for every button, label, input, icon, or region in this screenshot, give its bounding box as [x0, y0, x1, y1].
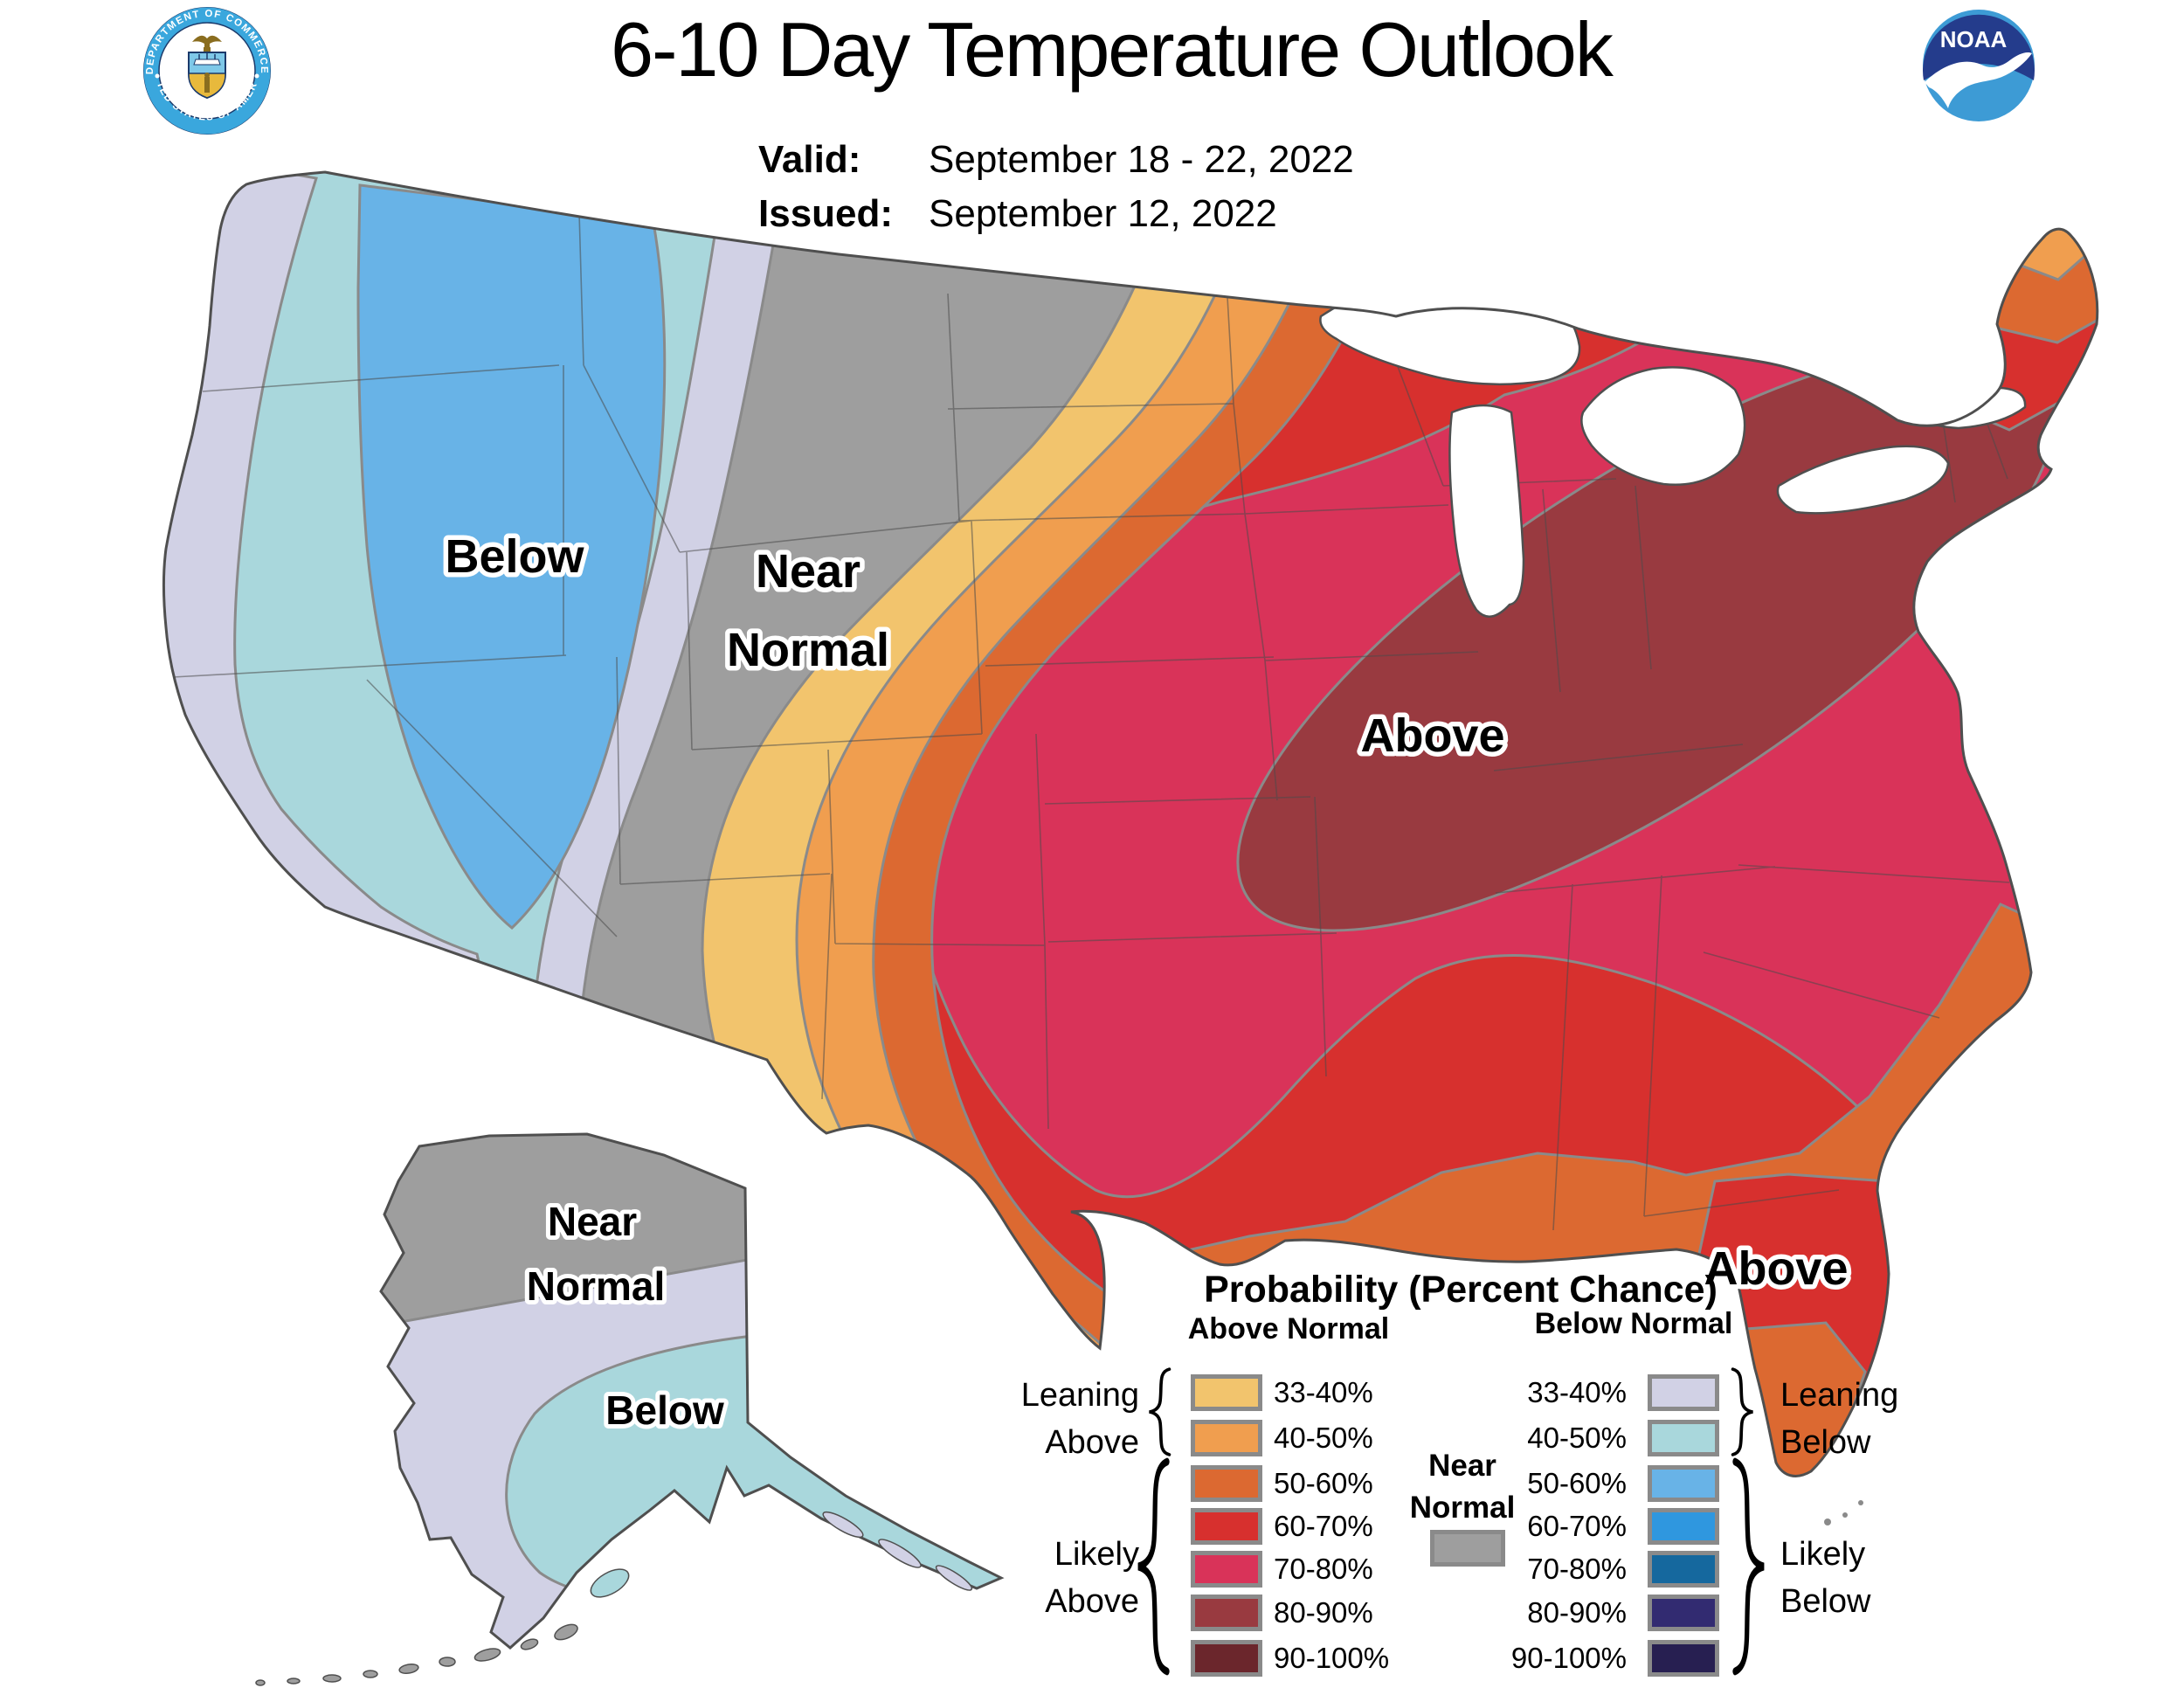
legend-label-above-50-60: 50-60% [1274, 1467, 1373, 1499]
conus-near-label-line2: Normal [727, 624, 889, 676]
page-title: 6-10 Day Temperature Outlook [611, 6, 1614, 93]
state-boundaries [172, 181, 2010, 1231]
leaning-below-line2: Below [1780, 1424, 1871, 1461]
alaska-below-label: Below [605, 1387, 724, 1433]
legend-swatch-above-40-50 [1191, 1420, 1262, 1456]
alaska-near-label-line1: Near [548, 1199, 637, 1244]
legend-near-line1: Near [1428, 1449, 1496, 1483]
leaning-above-line2: Above [1045, 1424, 1139, 1461]
seal-shield-icon [188, 52, 226, 100]
legend-label-above-90-100: 90-100% [1274, 1642, 1390, 1674]
likely-below-brace-icon [1732, 1457, 1765, 1676]
legend-near-line2: Normal [1409, 1491, 1516, 1525]
legend-label-below-33-40: 33-40% [1527, 1376, 1627, 1408]
conus-below-label: Below [445, 530, 584, 583]
noaa-logo-icon: NOAA [1923, 10, 2035, 121]
likely-above-line1: Likely [1054, 1536, 1139, 1573]
florida-above-label: Above [1704, 1242, 1848, 1295]
lake-huron [1580, 366, 1746, 486]
legend-swatch-above-33-40 [1191, 1374, 1262, 1411]
legend-swatch-below-33-40 [1648, 1374, 1719, 1411]
legend-swatch-below-50-60 [1648, 1465, 1719, 1502]
leaning-above-brace-icon [1149, 1367, 1171, 1456]
legend-label-below-70-80: 70-80% [1527, 1553, 1627, 1585]
leaning-below-brace-icon [1731, 1367, 1753, 1456]
legend-group-likely-above: Likely Above [961, 1531, 1139, 1625]
legend-above-header: Above Normal [1187, 1312, 1390, 1346]
likely-below-line1: Likely [1780, 1536, 1866, 1573]
legend-swatch-below-80-90 [1648, 1595, 1719, 1631]
legend-swatch-below-90-100 [1648, 1640, 1719, 1677]
lake-michigan [1448, 404, 1525, 618]
aleutian-islands [255, 1511, 973, 1686]
legend-swatch-above-50-60 [1191, 1465, 1262, 1502]
legend-label-above-70-80: 70-80% [1274, 1553, 1373, 1585]
likely-below-line2: Below [1780, 1583, 1871, 1620]
seal-blue-ring [143, 7, 271, 135]
legend-swatch-below-40-50 [1648, 1420, 1719, 1456]
valid-value: September 18 - 22, 2022 [929, 138, 1354, 181]
legend-group-leaning-above: Leaning Above [961, 1372, 1139, 1466]
legend-swatch-above-70-80 [1191, 1551, 1262, 1588]
legend-label-below-60-70: 60-70% [1527, 1510, 1627, 1542]
legend-label-below-90-100: 90-100% [1510, 1642, 1627, 1674]
legend-swatch-below-60-70 [1648, 1508, 1719, 1545]
conus-outline [162, 170, 2099, 1477]
legend-label-above-60-70: 60-70% [1274, 1510, 1373, 1542]
likely-above-line2: Above [1045, 1583, 1139, 1620]
alaska-near-label-line2: Normal [527, 1263, 665, 1309]
issued-label: Issued: [758, 192, 894, 235]
issued-value: September 12, 2022 [929, 192, 1277, 235]
commerce-seal-icon: DEPARTMENT OF COMMERCE UNITED STATES OF … [140, 3, 272, 135]
valid-issued-block: Valid: September 18 - 22, 2022 Issued: S… [758, 133, 1354, 241]
legend-label-above-40-50: 40-50% [1274, 1422, 1373, 1454]
seal-eagle-icon [192, 35, 222, 52]
legend-below-header: Below Normal [1534, 1307, 1733, 1340]
alaska-outline [379, 1132, 1005, 1650]
florida-keys [1824, 1500, 1863, 1525]
legend-label-above-33-40: 33-40% [1274, 1376, 1373, 1408]
legend-label-below-80-90: 80-90% [1527, 1596, 1627, 1629]
leaning-below-line1: Leaning [1780, 1377, 1899, 1414]
legend-swatch-above-60-70 [1191, 1508, 1262, 1545]
leaning-above-line1: Leaning [1020, 1377, 1139, 1414]
legend-swatch-below-70-80 [1648, 1551, 1719, 1588]
legend-swatch-near-normal [1430, 1530, 1505, 1567]
legend-swatch-above-80-90 [1191, 1595, 1262, 1631]
noaa-bird-icon [1925, 52, 2032, 108]
conus-near-label-line1: Near [756, 545, 860, 598]
conus-above-label: Above [1360, 709, 1504, 762]
legend-title: Probability (Percent Chance) [1204, 1269, 1717, 1311]
likely-above-brace-icon [1137, 1457, 1170, 1676]
valid-label: Valid: [758, 138, 861, 181]
legend-label-below-40-50: 40-50% [1527, 1422, 1627, 1454]
band-below-50-60 [356, 183, 667, 930]
legend-label-above-80-90: 80-90% [1274, 1596, 1373, 1629]
noaa-text: NOAA [1940, 26, 2008, 52]
legend-label-below-50-60: 50-60% [1527, 1467, 1627, 1499]
valid-row: Valid: September 18 - 22, 2022 [758, 133, 1354, 187]
legend-group-likely-below: Likely Below [1780, 1531, 1871, 1625]
lake-erie [1776, 445, 1950, 515]
issued-row: Issued: September 12, 2022 [758, 187, 1354, 241]
legend-swatch-above-90-100 [1191, 1640, 1262, 1677]
legend-group-leaning-below: Leaning Below [1780, 1372, 1898, 1466]
kodiak-island [590, 1568, 630, 1598]
